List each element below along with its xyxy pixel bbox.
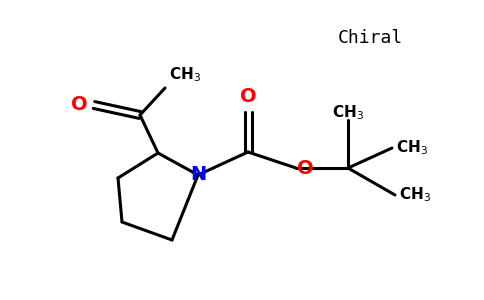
- Text: O: O: [71, 95, 88, 115]
- Text: CH$_3$: CH$_3$: [332, 103, 364, 122]
- Text: O: O: [240, 87, 257, 106]
- Text: CH$_3$: CH$_3$: [399, 186, 431, 204]
- Text: Chiral: Chiral: [337, 29, 403, 47]
- Text: CH$_3$: CH$_3$: [396, 139, 428, 157]
- Text: CH$_3$: CH$_3$: [169, 65, 201, 84]
- Text: N: N: [190, 166, 206, 184]
- Text: O: O: [297, 158, 314, 178]
